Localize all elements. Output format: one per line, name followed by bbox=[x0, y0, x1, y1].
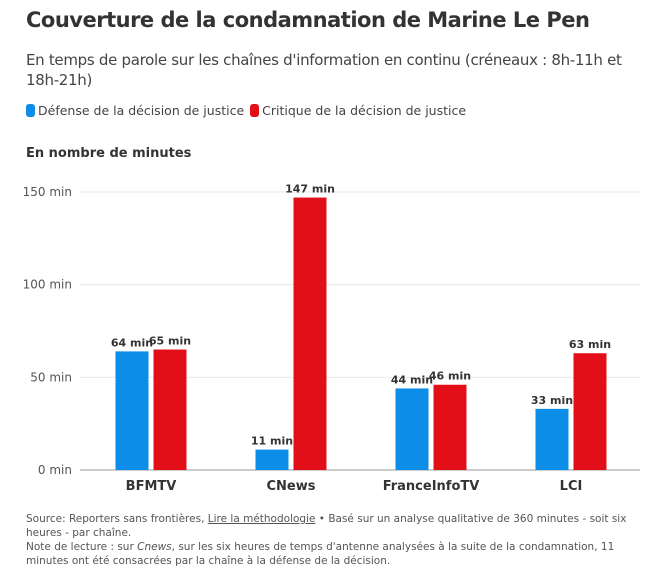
data-label: 33 min bbox=[531, 394, 573, 407]
data-label: 64 min bbox=[111, 336, 153, 349]
legend: Défense de la décision de justice Critiq… bbox=[26, 103, 472, 118]
y-axis-label: En nombre de minutes bbox=[26, 146, 192, 161]
source-text: Source: Reporters sans frontières, bbox=[26, 513, 208, 525]
source-suffix: • Basé sur un analyse qualitative de 360… bbox=[26, 513, 627, 539]
legend-label-defense: Défense de la décision de justice bbox=[38, 103, 245, 118]
note-suffix: , sur les six heures de temps d'antenne … bbox=[26, 541, 615, 567]
legend-item-critique: Critique de la décision de justice bbox=[250, 103, 466, 118]
x-tick-label: FranceInfoTV bbox=[383, 479, 480, 494]
data-label: 46 min bbox=[429, 370, 471, 383]
note-prefix: Note de lecture : sur bbox=[26, 541, 138, 553]
bar-critique bbox=[153, 349, 187, 470]
y-tick-label: 50 min bbox=[30, 370, 72, 384]
x-tick-label: CNews bbox=[267, 479, 316, 494]
bar-defense bbox=[255, 449, 289, 470]
note-channel: Cnews bbox=[137, 541, 172, 553]
x-tick-label: LCI bbox=[560, 479, 583, 494]
chart-subtitle: En temps de parole sur les chaînes d'inf… bbox=[26, 51, 622, 89]
data-label: 63 min bbox=[569, 338, 611, 351]
bar-defense bbox=[535, 408, 569, 470]
legend-swatch-defense bbox=[26, 104, 35, 117]
legend-item-defense: Défense de la décision de justice bbox=[26, 103, 244, 118]
chart-title: Couverture de la condamnation de Marine … bbox=[26, 8, 590, 32]
y-tick-label: 0 min bbox=[38, 463, 72, 477]
bar-critique bbox=[293, 197, 327, 470]
footer-notes: Source: Reporters sans frontières, Lire … bbox=[26, 512, 646, 568]
data-label: 11 min bbox=[251, 435, 293, 448]
x-tick-label: BFMTV bbox=[126, 479, 177, 494]
data-label: 44 min bbox=[391, 373, 433, 386]
y-tick-label: 100 min bbox=[23, 278, 72, 292]
bar-critique bbox=[433, 384, 467, 470]
bar-defense bbox=[115, 351, 149, 470]
y-tick-label: 150 min bbox=[23, 185, 72, 199]
methodology-link[interactable]: Lire la méthodologie bbox=[207, 513, 316, 525]
bar-critique bbox=[573, 353, 607, 470]
data-label: 147 min bbox=[285, 183, 335, 196]
data-label: 65 min bbox=[149, 335, 191, 348]
bar-defense bbox=[395, 388, 429, 470]
legend-label-critique: Critique de la décision de justice bbox=[262, 103, 467, 118]
legend-swatch-critique bbox=[250, 104, 260, 117]
